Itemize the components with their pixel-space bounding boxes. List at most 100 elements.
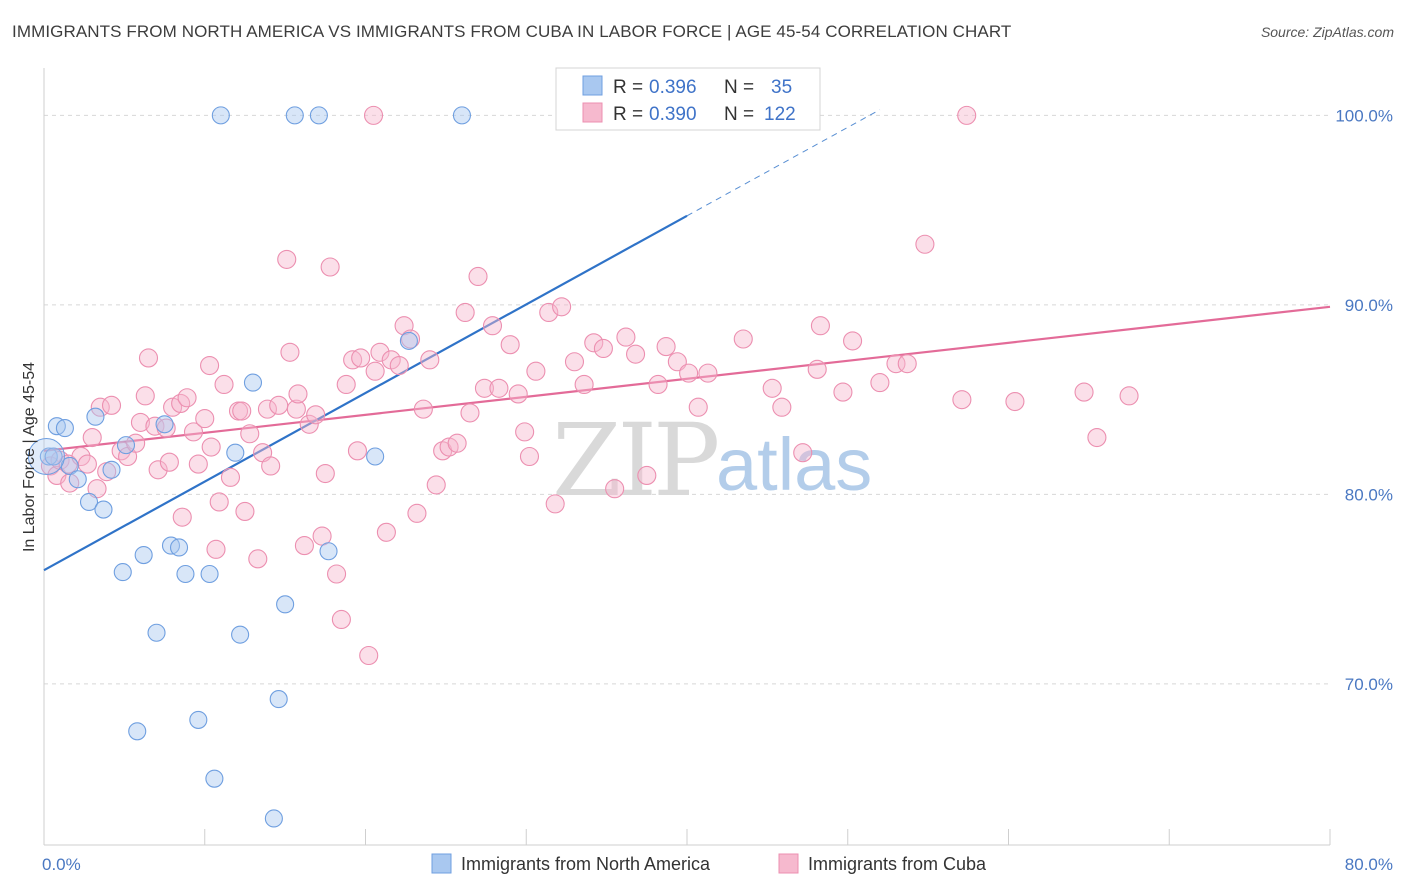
cuba-point-55[interactable] [331, 609, 351, 630]
cuba-point-120[interactable] [363, 105, 384, 125]
cuba-point-60[interactable] [359, 645, 379, 666]
cuba-point-90[interactable] [574, 374, 594, 395]
cuba-point-43[interactable] [269, 395, 289, 415]
series-legend-label-cuba[interactable]: Immigrants from Cuba [808, 854, 987, 874]
north-america-point-5[interactable] [79, 492, 99, 512]
north-america-point-2[interactable] [55, 419, 74, 438]
north-america-point-11[interactable] [113, 563, 132, 582]
north-america-point-20[interactable] [243, 373, 263, 392]
cuba-point-65[interactable] [389, 355, 409, 376]
north-america-point-8[interactable] [102, 460, 121, 479]
cuba-point-117[interactable] [1087, 427, 1107, 448]
cuba-point-105[interactable] [772, 397, 792, 417]
cuba-point-19[interactable] [148, 460, 168, 480]
cuba-point-44[interactable] [277, 249, 297, 269]
cuba-point-27[interactable] [188, 454, 208, 474]
cuba-point-108[interactable] [810, 316, 830, 336]
cuba-point-102[interactable] [698, 363, 718, 383]
cuba-point-86[interactable] [539, 302, 559, 323]
cuba-point-42[interactable] [261, 456, 281, 476]
cuba-point-109[interactable] [833, 382, 853, 402]
north-america-point-19[interactable] [231, 625, 250, 644]
cuba-point-83[interactable] [515, 422, 535, 442]
north-america-point-0[interactable] [39, 447, 58, 466]
cuba-point-118[interactable] [1119, 386, 1139, 406]
north-america-point-6[interactable] [86, 407, 105, 426]
cuba-point-79[interactable] [482, 316, 503, 336]
cuba-point-93[interactable] [605, 479, 625, 499]
cuba-point-68[interactable] [407, 503, 427, 523]
cuba-point-21[interactable] [159, 452, 179, 472]
cuba-point-7[interactable] [82, 427, 102, 448]
cuba-point-87[interactable] [545, 494, 565, 514]
series-legend-swatch-north-america[interactable] [431, 853, 452, 874]
north-america-point-31[interactable] [285, 106, 304, 125]
cuba-point-74[interactable] [447, 433, 467, 453]
cuba-point-36[interactable] [232, 401, 252, 421]
cuba-point-114[interactable] [952, 390, 972, 410]
north-america-point-13[interactable] [155, 415, 174, 434]
cuba-point-48[interactable] [294, 536, 314, 556]
cuba-point-121[interactable] [957, 105, 977, 125]
cuba-point-41[interactable] [257, 399, 277, 419]
north-america-point-12[interactable] [147, 623, 166, 642]
cuba-point-97[interactable] [648, 374, 668, 395]
north-america-point-28[interactable] [205, 769, 224, 788]
cuba-point-57[interactable] [343, 350, 363, 370]
north-america-point-22[interactable] [319, 542, 338, 561]
cuba-point-116[interactable] [1074, 382, 1094, 402]
cuba-point-111[interactable] [870, 373, 890, 393]
cuba-point-45[interactable] [280, 342, 300, 362]
cuba-point-8[interactable] [87, 479, 107, 499]
cuba-point-50[interactable] [306, 405, 326, 425]
cuba-point-31[interactable] [206, 539, 226, 559]
cuba-point-25[interactable] [177, 388, 197, 408]
north-america-point-24[interactable] [399, 331, 418, 350]
north-america-point-30[interactable] [211, 106, 230, 125]
cuba-point-81[interactable] [500, 335, 520, 355]
cuba-point-24[interactable] [172, 507, 192, 527]
cuba-point-63[interactable] [376, 522, 396, 542]
cuba-point-54[interactable] [327, 564, 347, 584]
cuba-point-92[interactable] [593, 338, 613, 359]
north-america-point-34[interactable] [44, 447, 63, 466]
cuba-point-47[interactable] [288, 384, 308, 404]
cuba-point-58[interactable] [347, 441, 368, 461]
cuba-point-52[interactable] [315, 464, 335, 484]
north-america-point-26[interactable] [189, 710, 208, 729]
series-legend-label-north-america[interactable]: Immigrants from North America [461, 854, 711, 874]
cuba-point-17[interactable] [138, 348, 159, 368]
cuba-point-110[interactable] [843, 331, 863, 351]
cuba-point-115[interactable] [1005, 391, 1025, 412]
cuba-point-71[interactable] [426, 475, 446, 495]
north-america-point-10[interactable] [134, 545, 153, 565]
cuba-point-82[interactable] [508, 384, 528, 404]
cuba-point-104[interactable] [762, 378, 782, 398]
cuba-point-38[interactable] [240, 424, 260, 444]
cuba-point-77[interactable] [468, 266, 488, 287]
cuba-point-76[interactable] [460, 403, 480, 423]
cuba-point-16[interactable] [135, 386, 155, 406]
cuba-point-94[interactable] [616, 327, 636, 347]
cuba-point-46[interactable] [286, 399, 306, 419]
cuba-point-78[interactable] [474, 378, 495, 398]
cuba-point-49[interactable] [299, 414, 319, 434]
cuba-point-15[interactable] [130, 412, 150, 432]
cuba-point-106[interactable] [793, 443, 813, 463]
north-america-point-17[interactable] [200, 564, 219, 584]
cuba-point-98[interactable] [656, 337, 676, 357]
cuba-point-70[interactable] [420, 350, 440, 370]
cuba-point-32[interactable] [209, 492, 229, 512]
cuba-point-100[interactable] [679, 363, 699, 383]
cuba-point-84[interactable] [519, 446, 540, 467]
north-america-point-32[interactable] [309, 106, 328, 125]
cuba-point-61[interactable] [365, 361, 385, 381]
north-america-point-23[interactable] [366, 447, 385, 466]
cuba-point-96[interactable] [637, 465, 657, 486]
cuba-point-101[interactable] [688, 397, 708, 417]
cuba-point-34[interactable] [220, 467, 241, 487]
cuba-point-6[interactable] [77, 454, 97, 474]
cuba-point-11[interactable] [101, 395, 122, 415]
north-america-point-33[interactable] [452, 106, 472, 125]
cuba-point-99[interactable] [667, 352, 687, 372]
